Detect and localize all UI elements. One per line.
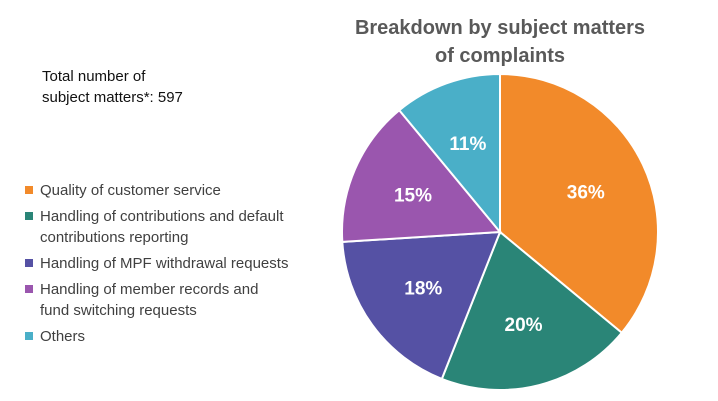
total-line-2: subject matters*: 597: [42, 89, 183, 106]
total-line-1: Total number of: [42, 68, 146, 85]
legend-swatch: [25, 332, 33, 340]
slice-data-label: 11%: [449, 134, 486, 155]
legend-label: Quality of customer service: [40, 182, 221, 199]
slice-data-label: 18%: [404, 279, 442, 300]
legend-swatch: [25, 285, 33, 293]
legend-swatch: [25, 259, 33, 267]
title-line-2: of complaints: [434, 45, 565, 67]
title-line-1: Breakdown by subject matters: [354, 17, 646, 39]
slice-data-label: 36%: [567, 183, 605, 204]
legend-label: Handling of contributions and default co…: [40, 208, 284, 246]
legend-item: Others: [22, 326, 302, 347]
legend-label: Others: [40, 328, 86, 345]
pie-slice: [341, 230, 502, 381]
slice-data-label: 20%: [505, 315, 543, 336]
slice-data-label: 15%: [394, 185, 432, 206]
legend-item: Quality of customer service: [22, 180, 302, 201]
legend-label: Handling of MPF withdrawal requests: [40, 255, 289, 272]
legend-swatch: [25, 212, 33, 220]
legend-item: Handling of member records and fund swit…: [22, 279, 302, 321]
pie-slice: [341, 108, 503, 243]
legend-item: Handling of contributions and default co…: [22, 206, 302, 248]
legend-item: Handling of MPF withdrawal requests: [22, 253, 302, 274]
chart-title: Breakdown by subject matters of complain…: [350, 14, 650, 70]
legend-swatch: [25, 186, 33, 194]
pie-slice: [499, 72, 659, 335]
legend-label: Handling of member records and fund swit…: [40, 281, 259, 319]
pie-slice: [440, 230, 624, 391]
legend: Quality of customer service Handling of c…: [22, 180, 302, 352]
pie-slice: [397, 72, 501, 235]
total-subject-matters: Total number of subject matters*: 597: [42, 66, 242, 108]
